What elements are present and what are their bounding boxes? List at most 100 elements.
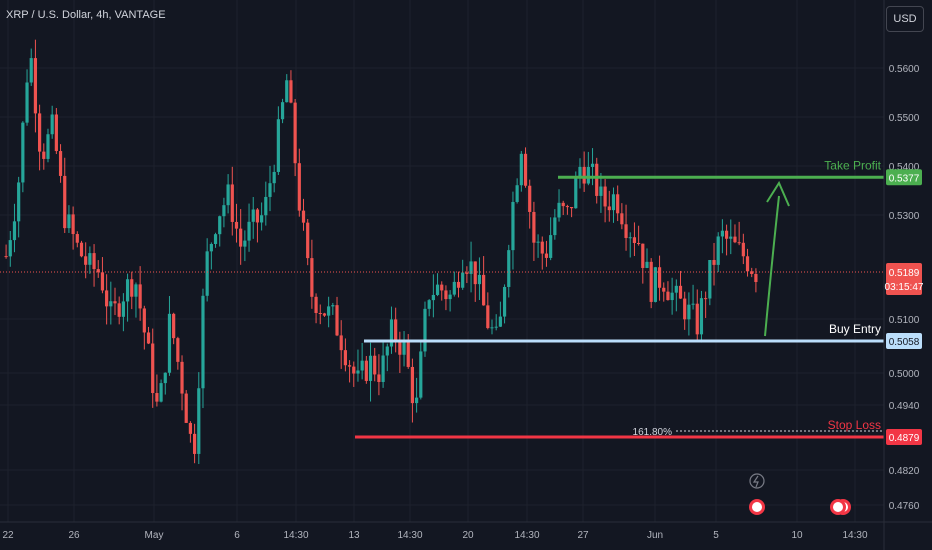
candle — [440, 281, 444, 301]
candle — [590, 148, 595, 186]
candle-body — [490, 327, 494, 329]
candle — [515, 178, 519, 204]
time-tick-label: 14:30 — [283, 530, 308, 541]
candle-body — [670, 292, 674, 301]
candle-body — [674, 285, 678, 293]
candle-body — [8, 240, 12, 257]
candle — [607, 190, 611, 222]
candle-body — [389, 319, 394, 347]
candle-body — [201, 295, 205, 389]
candle — [84, 242, 88, 279]
candle — [180, 355, 184, 411]
candle-body — [188, 422, 193, 434]
currency-button[interactable]: USD — [886, 6, 924, 32]
candle-body — [406, 342, 410, 367]
time-tick-label: 22 — [2, 530, 14, 541]
flash-icon — [749, 473, 765, 489]
candle — [167, 296, 172, 376]
arrow-shaft — [764, 195, 780, 337]
candle — [620, 203, 624, 230]
chart-grid — [0, 0, 884, 522]
candle-body — [222, 205, 226, 217]
candle-body — [628, 237, 632, 239]
time-tick-label: Jun — [647, 530, 663, 541]
candle — [264, 181, 268, 226]
candle-body — [364, 360, 368, 381]
candle-body — [197, 388, 201, 454]
candle — [482, 256, 486, 306]
candle — [377, 354, 381, 396]
candle — [373, 347, 377, 382]
candle — [247, 203, 251, 252]
buy-entry-label: Buy Entry — [829, 322, 881, 336]
candle — [310, 239, 314, 309]
candle-body — [641, 243, 645, 268]
candle — [616, 185, 620, 222]
candle-body — [180, 361, 184, 394]
candle — [544, 240, 549, 267]
candle — [243, 230, 247, 262]
candle-body — [176, 338, 180, 362]
candle-body — [92, 253, 96, 270]
candle — [255, 207, 260, 243]
candle-body — [452, 281, 456, 295]
symbol-title: XRP / U.S. Dollar, 4h, VANTAGE — [6, 9, 166, 21]
time-tick-label: May — [145, 530, 164, 541]
candle-body — [243, 240, 247, 247]
candle — [632, 222, 637, 257]
candle-body — [482, 274, 486, 306]
candle — [712, 242, 716, 286]
candle-body — [46, 134, 50, 159]
candle-body — [218, 216, 222, 235]
time-tick-label: 14:30 — [842, 530, 867, 541]
candle — [565, 204, 570, 215]
candle — [163, 372, 167, 395]
candle-body — [255, 209, 260, 223]
candle — [285, 74, 289, 103]
candle — [406, 334, 410, 369]
candle — [448, 290, 452, 312]
candle — [649, 258, 653, 309]
candle — [92, 244, 96, 287]
candle-body — [318, 313, 322, 315]
candle — [557, 189, 561, 222]
candle-body — [720, 230, 724, 237]
candle-body — [301, 210, 306, 223]
candle-body — [519, 153, 523, 186]
stop-loss-price-tag-bg — [886, 429, 922, 445]
candle — [486, 292, 490, 330]
candle-body — [398, 339, 402, 355]
candle — [603, 179, 607, 223]
candle — [553, 209, 557, 240]
stop-loss-price-tag: 0.4879 — [889, 433, 920, 444]
candle-body — [356, 370, 360, 374]
candle — [213, 232, 218, 248]
candle — [289, 70, 293, 104]
candle-body — [553, 217, 557, 236]
candle-body — [461, 272, 465, 288]
candle-body — [385, 346, 389, 356]
candle — [335, 296, 339, 337]
time-tick-label: 26 — [68, 530, 80, 541]
buy-entry-price-tag: 0.5058 — [889, 337, 920, 348]
candle-body — [280, 102, 285, 120]
candle — [301, 198, 306, 231]
candle-body — [67, 214, 71, 229]
candle — [385, 343, 389, 372]
candle-body — [741, 242, 745, 257]
candle-body — [540, 241, 544, 254]
candle — [507, 244, 511, 298]
candle — [46, 128, 50, 163]
candle-body — [272, 171, 276, 184]
candle — [63, 157, 67, 234]
candle-body — [239, 228, 243, 247]
candle — [42, 143, 46, 170]
candle-body — [381, 355, 385, 382]
candle — [540, 236, 544, 270]
candle-body — [419, 351, 423, 398]
candle-body — [50, 114, 54, 135]
candle-body — [448, 294, 452, 300]
candle — [209, 242, 213, 270]
candle — [729, 219, 733, 255]
